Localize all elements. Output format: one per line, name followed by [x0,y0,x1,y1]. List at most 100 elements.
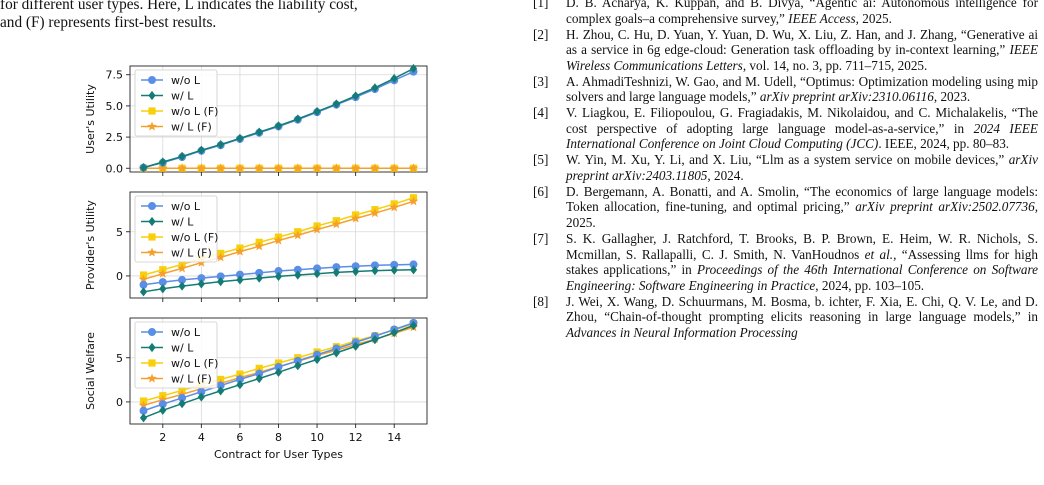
legend-marker [148,216,156,227]
data-point [196,163,207,173]
data-point [139,287,148,297]
legend-label: w/o L (F) [171,357,218,370]
data-point [159,157,167,167]
reference-venue: Advances in Neural Information Processin… [566,324,798,340]
legend-marker [148,342,156,353]
data-point [274,121,283,131]
legend-marker [148,202,156,210]
data-point [274,367,283,377]
data-point [177,163,187,173]
reference-number: [8] [533,293,549,309]
data-point [215,163,226,173]
legend: w/o L w/ L w/o L (F) w/ L (F) [134,69,218,137]
data-point [331,163,342,173]
series-w-l [139,320,418,423]
reference-text: , 2025. [855,10,892,26]
data-point [390,327,398,338]
reference-text: , 2025. [566,199,1038,230]
reference-number: [2] [533,26,549,42]
data-point [293,230,303,240]
data-point [236,380,244,390]
reference-number: [6] [533,183,549,199]
data-point [217,277,225,287]
legend: w/o L w/ L w/o L (F) w/ L (F) [134,195,218,263]
reference-text: H. Zhou, C. Hu, D. Yuan, Y. Yuan, D. Wu,… [566,26,1038,58]
data-point [273,235,284,245]
data-point [177,263,187,273]
data-point [197,145,205,155]
data-point [331,219,342,229]
legend-label: w/o L [171,200,201,213]
legend-marker [148,76,156,84]
legend-label: w/ L [171,90,194,103]
data-point [138,274,149,284]
data-point [352,341,360,351]
data-point [408,163,419,173]
reference-text: , 2024. [707,167,744,183]
x-tick-label: 8 [275,431,282,444]
y-axis-label: Provider's Utility [84,200,97,290]
data-point [217,386,225,396]
reference-item: [7] S. K. Gallagher, J. Ratchford, T. Bro… [533,231,1038,293]
data-point [158,394,168,404]
x-tick-label: 10 [310,431,324,444]
data-point [350,213,361,223]
reference-text: J. Wei, X. Wang, D. Schuurmans, M. Bosma… [566,293,1038,325]
x-axis-label: Contract for User Types [214,448,343,461]
reference-venue: 2024 IEEE International Conference on Jo… [566,120,1038,152]
data-point [255,273,263,283]
data-point [389,202,399,212]
reference-item: [3] A. AhmadiTeshnizi, W. Gao, and M. Ude… [533,74,1038,105]
data-point [255,373,263,384]
legend-label: w/ L (F) [171,247,212,260]
data-point [236,275,244,285]
legend-marker [148,359,156,367]
data-point [352,91,360,101]
legend-label: w/o L [171,74,201,87]
data-point [139,163,148,173]
data-point [408,196,419,206]
reference-text: . IEEE, 2024, pp. 80–83. [878,136,1010,152]
data-point [254,163,264,173]
reference-item: [6] D. Bergemann, A. Bonatti, and A. Smol… [533,184,1038,231]
legend-marker [147,373,157,383]
reference-venue: et al. [864,246,894,262]
data-point [235,163,245,173]
reference-number: [4] [533,105,549,121]
reference-list: [1] D. B. Acharya, K. Kuppan, and B. Divy… [533,0,1038,341]
data-point [236,133,244,143]
data-point [352,266,360,277]
y-tick-label: 0 [116,396,123,409]
paragraph-line: for different user types. Here, L indica… [0,0,358,13]
legend-label: w/o L (F) [171,231,218,244]
paragraph-line: and (F) represents first-best results. [0,13,217,31]
data-point [158,268,168,278]
legend-marker [148,90,156,101]
reference-item: [5] W. Yin, M. Xu, Y. Li, and X. Liu, “Ll… [533,152,1038,183]
data-point [217,139,225,150]
data-point [313,354,321,365]
data-point [273,163,284,173]
reference-text: W. Yin, M. Xu, Y. Li, and X. Liu, “Llm a… [566,152,1009,168]
legend-box [134,69,218,137]
y-tick-label: 2.5 [106,131,124,144]
data-point [371,335,379,345]
legend-label: w/o L (F) [171,105,218,118]
data-point [158,163,168,173]
reference-item: [8] J. Wei, X. Wang, D. Schuurmans, M. Bo… [533,294,1038,341]
y-tick-label: 5.0 [106,100,124,113]
data-point [390,73,398,84]
reference-text: , “Assessing llms for high stakes applic… [566,246,1038,278]
y-axis-label: Social Welfare [84,332,97,410]
legend-marker [148,233,156,241]
legend-label: w/ L [171,216,194,229]
series-w-l [139,63,418,173]
reference-text: V. Liagkou, E. Filiopoulou, G. Fragiadak… [566,105,1038,136]
data-point [139,413,148,423]
data-point [390,265,398,275]
data-point [370,208,380,218]
legend-label: w/ L (F) [171,373,212,386]
